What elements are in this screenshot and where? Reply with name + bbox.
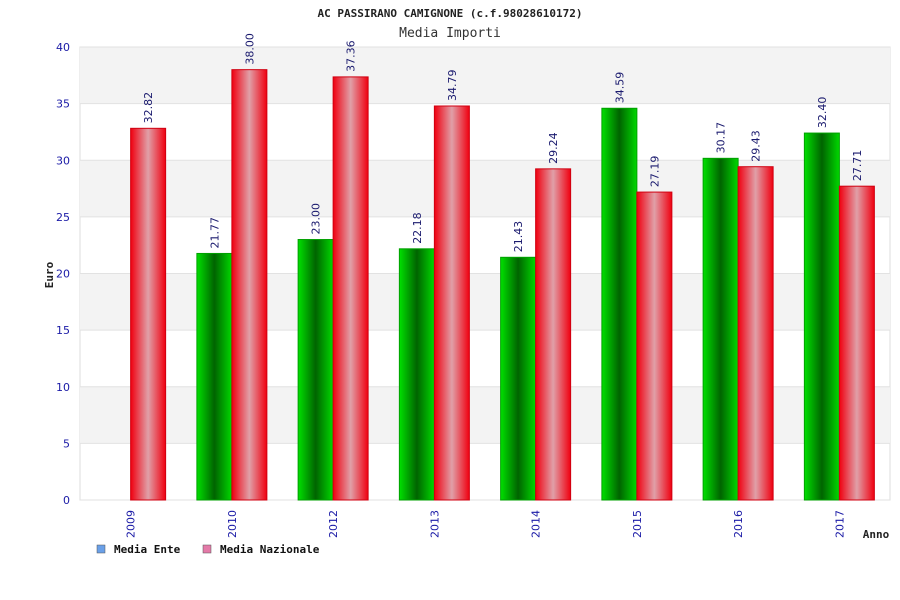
chart-title: AC PASSIRANO CAMIGNONE (c.f.98028610172) xyxy=(318,7,583,20)
bar-media-nazionale-2009 xyxy=(130,127,167,501)
y-axis-label: Euro xyxy=(43,261,56,288)
legend-label: Media Ente xyxy=(114,543,181,556)
data-label: 38.00 xyxy=(243,33,256,65)
data-label: 34.79 xyxy=(446,70,459,102)
data-label: 29.43 xyxy=(750,130,763,162)
x-axis-label: Anno xyxy=(863,528,890,541)
x-tick-label: 2015 xyxy=(631,510,644,538)
data-label: 27.71 xyxy=(851,150,864,182)
y-tick-label: 25 xyxy=(56,211,70,224)
bar-media-ente-2014 xyxy=(500,256,537,501)
y-tick-label: 30 xyxy=(56,154,70,167)
x-tick-label: 2009 xyxy=(125,510,138,538)
bar-media-ente-2013 xyxy=(398,248,435,501)
y-tick-label: 35 xyxy=(56,98,70,111)
x-axis-ticks: 2009 2010 2012 2013 2014 2015 2016 2017 xyxy=(125,510,847,538)
data-label: 37.36 xyxy=(345,40,358,72)
bar-media-ente-2017 xyxy=(803,132,840,501)
legend-label: Media Nazionale xyxy=(220,543,320,556)
data-label: 22.18 xyxy=(411,212,424,244)
y-axis-ticks: 0 5 10 15 20 25 30 35 40 xyxy=(56,41,70,507)
bar-media-nazionale-2014 xyxy=(535,168,572,501)
bar-media-nazionale-2012 xyxy=(332,76,369,501)
data-label: 21.43 xyxy=(512,221,525,253)
bars xyxy=(130,69,875,501)
grid-band xyxy=(80,47,890,104)
bar-media-ente-2015 xyxy=(601,107,638,501)
data-label: 23.00 xyxy=(310,203,323,235)
bar-media-nazionale-2013 xyxy=(433,105,470,501)
data-label: 21.77 xyxy=(208,217,221,249)
y-tick-label: 40 xyxy=(56,41,70,54)
y-tick-label: 0 xyxy=(63,494,70,507)
legend: Media Ente Media Nazionale xyxy=(96,543,320,556)
x-tick-label: 2016 xyxy=(732,510,745,538)
y-tick-label: 10 xyxy=(56,381,70,394)
y-tick-label: 5 xyxy=(63,437,70,450)
bar-media-nazionale-2015 xyxy=(636,191,673,501)
x-tick-label: 2014 xyxy=(530,510,543,538)
chart-subtitle: Media Importi xyxy=(399,26,501,41)
data-labels: 32.82 21.77 38.00 23.00 37.36 22.18 34.79 21.43… xyxy=(142,33,864,252)
data-label: 29.24 xyxy=(547,132,560,164)
y-tick-label: 15 xyxy=(56,324,70,337)
legend-swatch xyxy=(202,544,212,554)
x-tick-label: 2012 xyxy=(327,510,340,538)
bar-media-ente-2016 xyxy=(702,157,739,501)
x-tick-label: 2010 xyxy=(226,510,239,538)
data-label: 32.40 xyxy=(816,97,829,129)
data-label: 32.82 xyxy=(142,92,155,124)
bar-media-ente-2010 xyxy=(196,252,233,501)
data-label: 30.17 xyxy=(715,122,728,154)
data-label: 34.59 xyxy=(613,72,626,104)
x-tick-label: 2017 xyxy=(833,510,846,538)
bar-media-ente-2012 xyxy=(297,239,334,501)
x-tick-label: 2013 xyxy=(428,510,441,538)
y-tick-label: 20 xyxy=(56,268,70,281)
bar-media-nazionale-2017 xyxy=(838,185,875,501)
data-label: 27.19 xyxy=(648,156,661,188)
legend-swatch xyxy=(96,544,106,554)
bar-media-nazionale-2010 xyxy=(231,69,268,501)
bar-media-nazionale-2016 xyxy=(737,166,774,501)
